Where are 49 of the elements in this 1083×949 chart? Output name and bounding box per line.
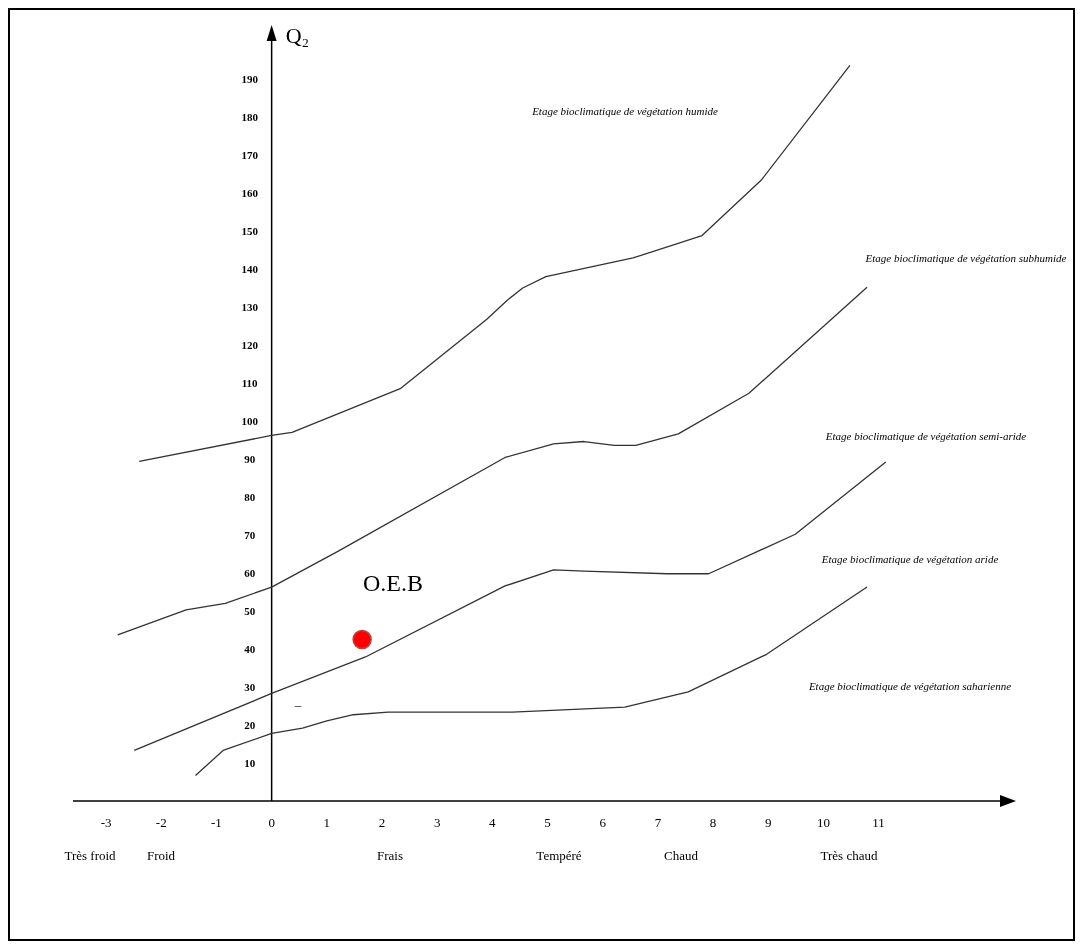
y-tick-label: 130: [241, 300, 259, 313]
annotation: O.E.B: [363, 570, 423, 597]
y-tick-label: 120: [241, 338, 259, 351]
y-tick-label: 180: [241, 110, 259, 123]
x-tick-label: 10: [816, 815, 830, 830]
x-tick-label: -1: [211, 815, 222, 830]
y-tick-label: 30: [244, 680, 256, 693]
x-tick-label: 11: [872, 815, 885, 830]
x-tick-label: 2: [378, 815, 386, 830]
line-series: [138, 64, 851, 462]
y-tick-label: 20: [244, 718, 256, 731]
text: Tempéré: [536, 847, 582, 863]
x-tick-label: 4: [489, 815, 497, 830]
annotation: Etage bioclimatique de végétation humide: [531, 104, 718, 117]
x-tick-label: 1: [323, 815, 331, 830]
text: Frais: [377, 847, 403, 863]
y-tick-label: 140: [241, 262, 259, 275]
y-tick-label: 100: [241, 414, 259, 427]
y-tick-label: 80: [244, 490, 256, 503]
text: Très chaud: [820, 847, 878, 863]
text: Très froid: [64, 847, 117, 863]
y-tick-label: 170: [241, 148, 259, 161]
annotation: Etage bioclimatique de végétation semi-aride: [824, 429, 1027, 442]
y-axis-title: Q₂: [285, 23, 310, 48]
x-tick-label: 0: [268, 815, 275, 830]
y-tick-label: 160: [241, 186, 259, 199]
annotation: Etage bioclimatique de végétation saharienne: [807, 679, 1012, 692]
x-tick-label: 6: [599, 815, 607, 830]
annotation: Etage bioclimatique de végétation aride: [820, 552, 999, 565]
y-tick-label: 90: [244, 452, 256, 465]
y-tick-label: 60: [244, 566, 256, 579]
x-tick-label: 8: [709, 815, 717, 830]
y-tick-label: 50: [244, 604, 256, 617]
x-tick-label: 9: [765, 815, 772, 830]
x-tick-label: 7: [654, 815, 662, 830]
y-tick-label: 150: [241, 224, 259, 237]
text: Chaud: [664, 847, 699, 863]
x-tick-label: -2: [155, 815, 167, 830]
annotation: Etage bioclimatique de végétation subhumide: [864, 251, 1067, 264]
text: Froid: [146, 847, 176, 863]
x-tick-label: -3: [100, 815, 112, 830]
x-tick-label: 5: [544, 815, 551, 830]
x-tick-label: 3: [433, 815, 441, 830]
y-tick-label: 40: [244, 642, 256, 655]
y-tick-label: 110: [241, 376, 259, 389]
y-tick-label: 70: [244, 528, 256, 541]
y-tick-label: 10: [244, 756, 256, 769]
y-tick-label: 190: [241, 72, 259, 85]
annotation: –: [293, 696, 302, 712]
